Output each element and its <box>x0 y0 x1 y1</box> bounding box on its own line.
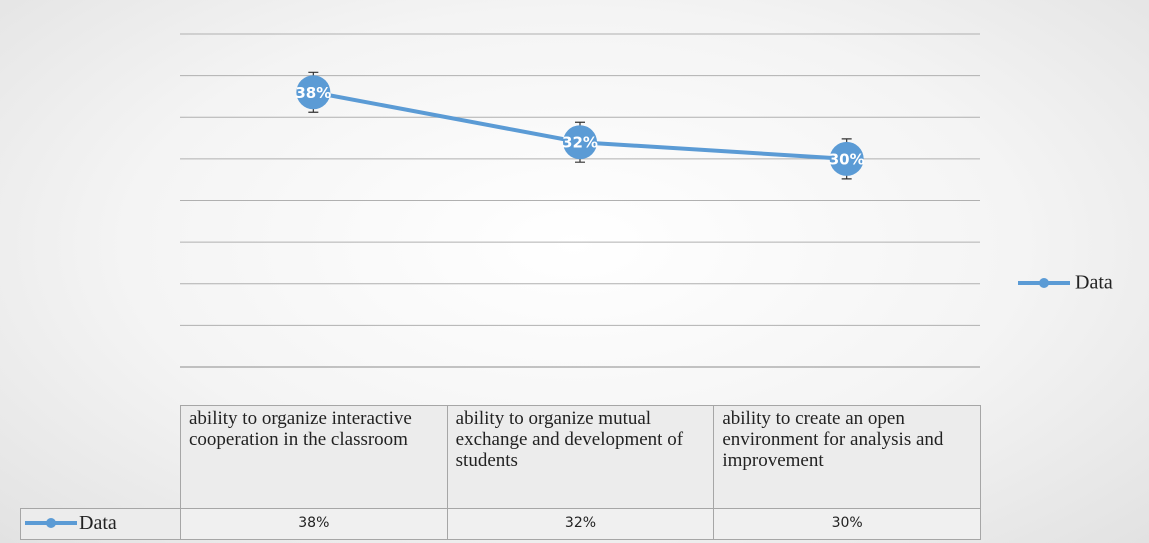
table-legend: Data <box>20 508 181 540</box>
marker <box>296 75 331 110</box>
data-label: 38% <box>295 84 331 102</box>
table-category: ability to organize interactive cooperat… <box>180 405 448 509</box>
data-label: 32% <box>562 134 598 152</box>
legend-marker <box>1039 278 1049 288</box>
legend-label: Data <box>1075 272 1113 294</box>
table-legend-label: Data <box>79 512 117 534</box>
table-category: ability to create an open environment fo… <box>713 405 981 509</box>
table-value: 38% <box>180 508 448 540</box>
data-label: 30% <box>829 150 865 168</box>
table-value: 30% <box>713 508 981 540</box>
table-value: 32% <box>446 508 715 540</box>
table-category: ability to organize mutual exchange and … <box>446 405 715 509</box>
marker <box>563 125 597 160</box>
legend-key <box>25 518 77 528</box>
marker <box>829 141 864 176</box>
